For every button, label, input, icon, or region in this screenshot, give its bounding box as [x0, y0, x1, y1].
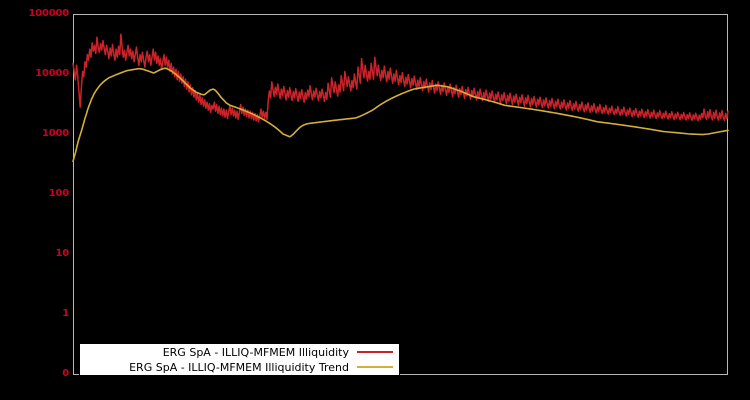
legend-label-illiquidity-trend: ERG SpA - ILLIQ-MFMEM Illiquidity Trend	[129, 360, 349, 374]
y-tick-label-1000: 1000	[41, 128, 69, 139]
y-tick-label-10000: 10000	[35, 68, 69, 79]
legend-item-illiquidity[interactable]: ERG SpA - ILLIQ-MFMEM Illiquidity	[80, 345, 399, 360]
y-tick-label-100000: 100000	[28, 8, 69, 19]
legend-swatch-illiquidity	[357, 351, 393, 353]
y-tick-label-10: 10	[55, 248, 69, 259]
y-tick-label-100: 100	[48, 188, 69, 199]
plot-area	[73, 14, 728, 375]
legend-item-illiquidity-trend[interactable]: ERG SpA - ILLIQ-MFMEM Illiquidity Trend	[80, 360, 399, 375]
legend-label-illiquidity: ERG SpA - ILLIQ-MFMEM Illiquidity	[162, 345, 349, 359]
legend-swatch-illiquidity-trend	[357, 366, 393, 368]
y-tick-label-0: 0	[62, 368, 69, 379]
y-tick-label-1: 1	[62, 308, 69, 319]
chart-legend[interactable]: ERG SpA - ILLIQ-MFMEM Illiquidity ERG Sp…	[79, 343, 400, 376]
